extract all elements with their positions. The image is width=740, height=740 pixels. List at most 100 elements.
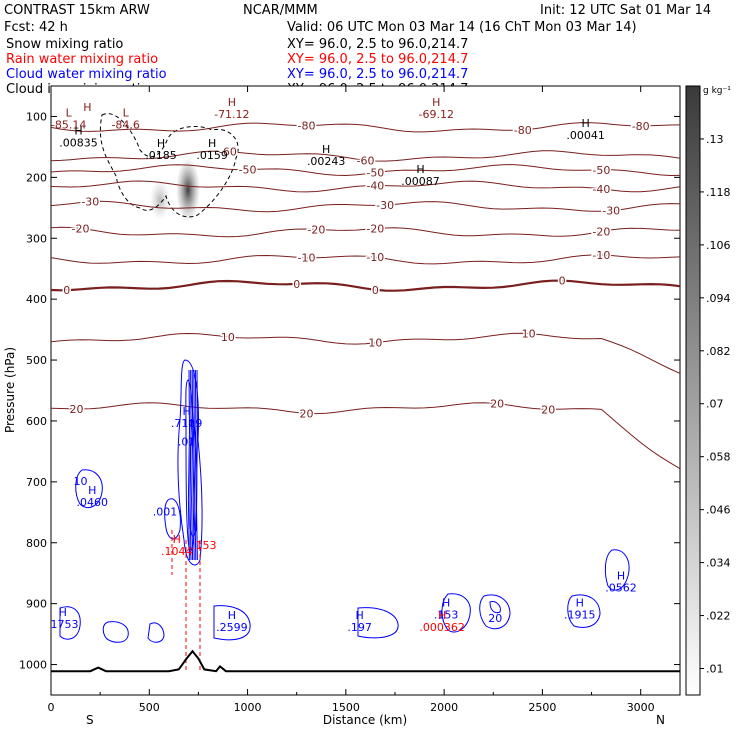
forecast-hour: Fcst: 42 h	[4, 20, 68, 35]
cloud-water-core-line	[194, 369, 197, 561]
temp-contour-label: -80	[632, 120, 650, 133]
y-tick-label: 700	[26, 476, 47, 489]
y-tick-label: 1000	[19, 659, 47, 672]
contour-value-label: 10	[73, 475, 87, 488]
extremum-high-marker: H	[228, 609, 236, 622]
extremum-value: .0460	[77, 496, 109, 509]
temp-contour-label: -10	[366, 251, 384, 264]
x-tick-label: 0	[48, 701, 55, 714]
extremum-value: .0185	[145, 149, 177, 162]
extremum-high-marker: H	[438, 609, 446, 622]
temp-contour-label: 10	[522, 328, 536, 341]
y-tick-label: 500	[26, 354, 47, 367]
x-tick-label: 3000	[627, 701, 655, 714]
extremum-value: .197	[347, 621, 372, 634]
contour-value-label: .01	[178, 435, 196, 448]
extremum-value: .000362	[419, 621, 465, 634]
temp-contour-10	[51, 332, 680, 374]
cloud-water-contour	[441, 593, 471, 633]
temp-contour-label: -40	[366, 179, 384, 192]
terrain-line	[51, 649, 680, 673]
cloud-water-core-line	[189, 369, 192, 561]
extremum-value: .153	[434, 609, 459, 622]
y-tick-label: 600	[26, 415, 47, 428]
temp-contour-label: 0	[559, 275, 566, 288]
extremum-high-marker: H	[182, 405, 190, 418]
extremum-high-marker: H	[83, 101, 91, 114]
field-cloudwater-label: Cloud water mixing ratio	[6, 67, 167, 82]
colorbar-tick-label: .022	[706, 610, 731, 623]
temp-contour-label: 10	[221, 331, 235, 344]
cloud-water-core-line	[187, 369, 191, 561]
colorbar	[685, 85, 701, 696]
temp-contour--40	[51, 180, 680, 193]
cloud-water-contour	[489, 601, 501, 614]
plot-layer: -80 -80 -80-60-60-50 -50 -50-40 -40-30 -30 -30-…	[47, 96, 680, 673]
y-tick-label: 800	[26, 537, 47, 550]
temp-contour--10	[51, 254, 680, 265]
colorbar-tick-label: .01	[706, 663, 724, 676]
extremum-value: .1753	[47, 618, 79, 631]
temp-contour--60	[51, 150, 680, 162]
contour-value-label: .001	[153, 505, 178, 518]
extremum-high-marker: H	[322, 143, 330, 156]
field-rain-xy: XY= 96.0, 2.5 to 96.0,214.7	[287, 52, 468, 67]
init-time: Init: 12 UTC Sat 01 Mar 14	[540, 3, 711, 18]
temp-contour-label: 0	[372, 284, 379, 297]
axes: 0 500 1000 1500 2000 2500 30001002003004005006…	[19, 86, 680, 714]
temp-contour-label: -50	[592, 164, 610, 177]
cloud-water-contour	[59, 606, 81, 640]
extremum-high-marker: H	[157, 137, 165, 150]
cloud-water-core-line	[192, 369, 195, 561]
extremum-value: .0159	[196, 149, 228, 162]
extremum-value: .2599	[216, 621, 248, 634]
y-axis-label: Pressure (hPa)	[3, 347, 17, 433]
cloud-water-contour	[567, 594, 601, 628]
y-tick-label: 300	[26, 232, 47, 245]
temp-contour-label: -30	[376, 199, 394, 212]
field-rain-label: Rain water mixing ratio	[6, 52, 158, 67]
temp-contour-label: 20	[70, 403, 84, 416]
extremum-high-marker: H	[59, 606, 67, 619]
cloud-water-core-line	[195, 369, 199, 561]
x-tick-label: 1500	[332, 701, 360, 714]
temp-contour-20	[51, 402, 680, 470]
cloud-water-contour	[479, 594, 511, 630]
cloud-ice-shading-core	[176, 158, 200, 222]
temp-contour-label: 0	[293, 278, 300, 291]
temp-contour-label: -20	[307, 223, 325, 236]
temp-contour-label: -20	[366, 223, 384, 236]
header: CONTRAST 15km ARW NCAR/MMM Init: 12 UTC …	[4, 3, 711, 97]
extremum-value: .00087	[401, 175, 440, 188]
extremum-high-marker: H	[173, 533, 181, 546]
extremum-high-marker: H	[432, 96, 440, 109]
y-tick-label: 100	[26, 110, 47, 123]
extremum-value: -85.14	[51, 118, 86, 131]
y-tick-label: 900	[26, 598, 47, 611]
cloud-ice-shading-west	[150, 180, 170, 220]
x-tick-label: 500	[139, 701, 160, 714]
x-tick-label: 2500	[528, 701, 556, 714]
extremum-value: .00041	[566, 129, 605, 142]
colorbar-tick-label: .106	[706, 239, 731, 252]
extremum-high-marker: H	[88, 484, 96, 497]
cloud-ice-contour	[99, 113, 239, 218]
extremum-value: -84.6	[111, 118, 139, 131]
x-axis-label: Distance (km)	[323, 713, 407, 727]
x-tick-label: 1000	[234, 701, 262, 714]
cloud-water-contour	[75, 469, 103, 508]
extremum-high-marker: H	[617, 569, 625, 582]
extremum-value: .7109	[171, 417, 203, 430]
organization: NCAR/MMM	[243, 3, 318, 18]
temp-contour-label: 20	[541, 403, 555, 416]
temp-contour-label: 0	[63, 284, 70, 297]
extremum-high-marker: H	[576, 597, 584, 610]
y-tick-label: 200	[26, 171, 47, 184]
extremum-low-marker: L	[66, 106, 73, 119]
valid-time: Valid: 06 UTC Mon 03 Mar 14 (16 ChT Mon …	[287, 20, 637, 35]
cloud-water-contour	[177, 359, 203, 566]
temp-contour--50	[51, 164, 680, 177]
cloud-water-contour	[213, 605, 251, 641]
field-cloudwater-xy: XY= 96.0, 2.5 to 96.0,214.7	[287, 67, 468, 82]
